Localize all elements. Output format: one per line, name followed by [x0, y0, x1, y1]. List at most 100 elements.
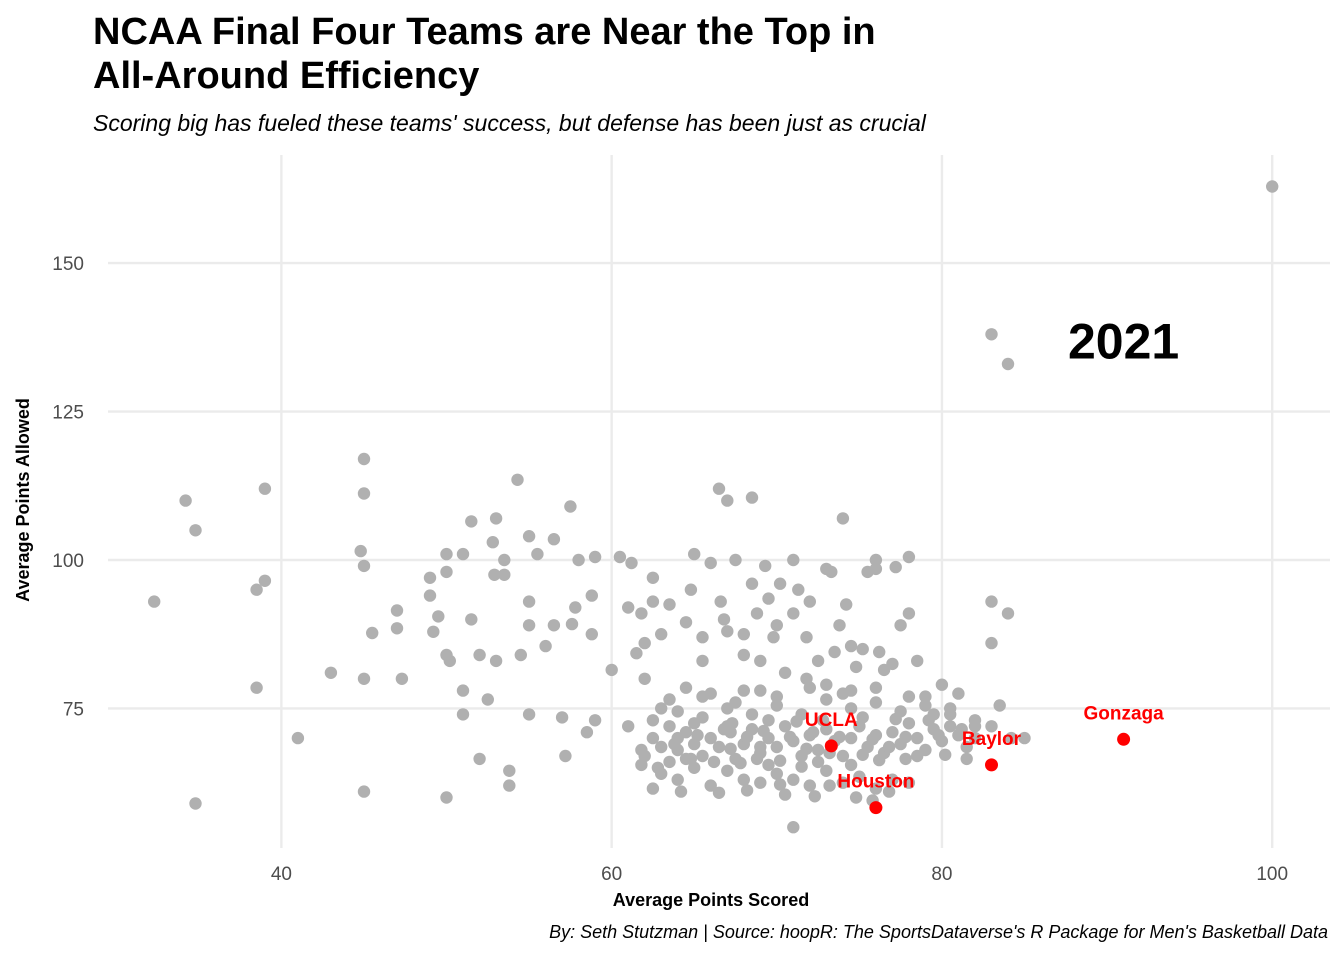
- points-layer: [148, 180, 1279, 834]
- data-point: [489, 654, 503, 668]
- data-point: [856, 748, 869, 761]
- data-point: [638, 672, 651, 685]
- data-point: [836, 687, 850, 700]
- data-point: [1001, 357, 1015, 371]
- data-point: [844, 639, 858, 653]
- data-point: [778, 788, 792, 801]
- data-point: [816, 714, 830, 727]
- data-point: [704, 556, 717, 570]
- data-point: [489, 512, 503, 525]
- data-point: [531, 547, 544, 561]
- data-point: [833, 730, 846, 744]
- data-point: [498, 553, 511, 567]
- data-point: [787, 821, 800, 834]
- y-tick-label: 150: [52, 254, 84, 275]
- data-point: [547, 533, 561, 546]
- data-point: [889, 560, 902, 574]
- title-line-2: All-Around Efficiency: [93, 55, 480, 97]
- data-point: [778, 720, 792, 733]
- x-axis-title: Average Points Scored: [613, 890, 809, 910]
- data-point: [849, 791, 863, 804]
- data-point: [790, 715, 803, 728]
- data-point: [712, 786, 726, 799]
- data-point: [555, 711, 569, 724]
- chart-title: NCAA Final Four Teams are Near the Top i…: [93, 10, 1193, 98]
- data-point: [770, 767, 783, 780]
- data-point: [357, 672, 371, 685]
- data-point: [486, 536, 499, 549]
- data-point: [366, 626, 379, 640]
- x-tick-label: 100: [1256, 864, 1288, 885]
- data-point: [960, 752, 973, 766]
- data-point: [696, 749, 709, 763]
- data-point: [985, 636, 998, 650]
- data-point: [882, 785, 896, 798]
- data-point: [778, 666, 792, 679]
- data-point: [820, 693, 833, 706]
- data-point: [473, 648, 486, 662]
- data-point: [869, 681, 883, 694]
- data-point: [646, 595, 660, 608]
- data-point: [955, 723, 968, 736]
- data-point: [432, 610, 445, 623]
- data-point: [844, 731, 858, 745]
- data-point: [919, 699, 932, 712]
- data-point: [770, 690, 783, 703]
- data-point: [674, 785, 688, 798]
- data-point: [679, 752, 693, 766]
- chart-caption: By: Seth Stutzman | Source: hoopR: The S…: [549, 922, 1328, 942]
- data-point: [849, 660, 863, 674]
- data-point: [919, 690, 932, 703]
- data-point: [1018, 731, 1031, 745]
- data-point: [721, 702, 734, 715]
- data-point: [148, 595, 161, 608]
- data-point: [773, 577, 787, 590]
- data-point: [646, 714, 660, 727]
- data-point: [663, 598, 676, 611]
- data-point: [770, 619, 783, 632]
- data-point: [427, 625, 440, 638]
- data-point: [481, 693, 494, 706]
- data-point: [625, 556, 638, 570]
- data-point: [939, 748, 952, 761]
- data-point: [745, 577, 759, 590]
- data-point: [663, 693, 676, 706]
- data-point: [803, 595, 816, 608]
- data-point: [564, 500, 577, 513]
- data-point: [820, 764, 833, 777]
- x-tick-label: 40: [271, 864, 292, 885]
- data-point: [762, 714, 775, 727]
- data-point: [423, 571, 437, 584]
- data-point: [423, 589, 437, 602]
- data-point: [250, 583, 263, 596]
- data-point: [1001, 607, 1015, 620]
- y-tick-label: 100: [52, 551, 84, 572]
- data-point: [465, 515, 478, 528]
- data-point: [646, 571, 660, 584]
- data-point: [823, 779, 836, 792]
- data-point: [803, 681, 816, 694]
- data-point: [985, 720, 998, 733]
- data-point: [944, 720, 957, 733]
- data-point: [836, 776, 850, 789]
- data-point: [456, 547, 470, 561]
- data-point: [902, 607, 916, 620]
- data-point: [671, 705, 684, 718]
- data-point: [580, 726, 594, 739]
- data-point: [655, 628, 668, 641]
- data-point: [932, 729, 945, 742]
- data-point: [886, 773, 899, 786]
- data-point: [514, 648, 527, 662]
- data-point: [440, 547, 453, 561]
- data-point: [993, 699, 1006, 712]
- data-point: [714, 595, 727, 608]
- data-point: [465, 613, 478, 626]
- highlight-label: Gonzaga: [1083, 703, 1164, 724]
- data-point: [750, 752, 764, 766]
- data-point: [503, 779, 516, 792]
- data-point: [522, 530, 536, 543]
- data-point: [840, 598, 853, 611]
- data-point: [935, 678, 949, 691]
- data-point: [873, 645, 886, 659]
